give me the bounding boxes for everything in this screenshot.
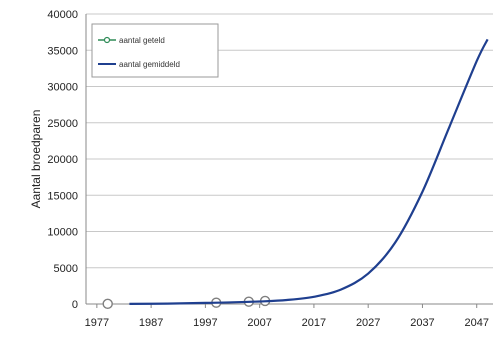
x-tick-label: 2027 <box>356 317 380 329</box>
series-layer <box>102 38 489 310</box>
x-tick-label: 1987 <box>139 317 163 329</box>
legend-label-geteld: aantal geteld <box>119 36 165 45</box>
x-tick-label: 2037 <box>410 317 434 329</box>
y-tick-label: 35000 <box>47 45 78 57</box>
x-tick-label: 1977 <box>85 317 109 329</box>
legend-marker-geteld <box>103 36 111 44</box>
legend: aantal geteld aantal gemiddeld <box>91 23 219 78</box>
y-tick-label: 20000 <box>47 154 78 166</box>
x-tick-labels: 1977 1987 1997 2007 2017 2027 2037 2047 <box>85 317 489 329</box>
series-line-gemiddeld <box>129 38 489 305</box>
gridlines <box>86 13 493 269</box>
data-point-geteld <box>102 298 113 310</box>
y-tick-label: 15000 <box>47 190 78 202</box>
y-tick-label: 10000 <box>47 227 78 239</box>
y-tick-label: 40000 <box>47 9 78 21</box>
x-tick-label: 2007 <box>247 317 271 329</box>
x-tick-label: 2017 <box>302 317 326 329</box>
y-axis-title: Aantal broedparen <box>29 110 43 209</box>
y-tick-label: 30000 <box>47 82 78 94</box>
y-tick-label: 5000 <box>54 263 78 275</box>
x-tick-label: 1997 <box>193 317 217 329</box>
legend-label-gemiddeld: aantal gemiddeld <box>119 60 180 69</box>
y-tick-label: 0 <box>72 299 78 311</box>
y-tick-labels: 0 5000 10000 15000 20000 25000 30000 35000 40000 <box>47 9 78 311</box>
y-tick-label: 25000 <box>47 118 78 130</box>
legend-box <box>91 23 219 78</box>
x-tick-label: 2047 <box>464 317 488 329</box>
